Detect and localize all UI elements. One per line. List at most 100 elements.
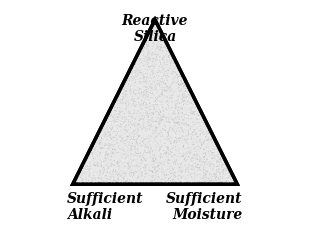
Point xyxy=(138,166,143,170)
Point xyxy=(143,167,148,171)
Point xyxy=(186,133,191,137)
Point xyxy=(152,57,157,61)
Point xyxy=(156,60,161,64)
Point xyxy=(175,159,179,162)
Point xyxy=(210,157,215,160)
Point xyxy=(136,68,141,72)
Point xyxy=(148,58,153,62)
Point xyxy=(220,165,225,169)
Point xyxy=(160,92,165,96)
Point xyxy=(130,95,135,98)
Point xyxy=(146,148,151,152)
Point xyxy=(179,162,184,166)
Point xyxy=(164,46,169,49)
Point xyxy=(115,106,120,110)
Point xyxy=(205,169,210,173)
Point xyxy=(142,57,147,60)
Point xyxy=(223,167,228,171)
Point xyxy=(190,159,195,163)
Point xyxy=(112,163,117,166)
Point xyxy=(105,177,110,181)
Point xyxy=(182,100,187,104)
Point xyxy=(212,165,217,169)
Point xyxy=(147,118,152,121)
Point xyxy=(138,57,143,61)
Point xyxy=(212,168,217,171)
Point xyxy=(178,180,183,184)
Point xyxy=(130,159,135,163)
Point xyxy=(137,77,142,80)
Point xyxy=(148,178,153,181)
Point xyxy=(180,74,185,78)
Point xyxy=(189,128,194,132)
Point xyxy=(138,102,143,106)
Point xyxy=(129,148,134,152)
Point xyxy=(176,174,181,178)
Point xyxy=(166,164,171,168)
Point xyxy=(167,59,172,63)
Point xyxy=(152,159,157,162)
Point xyxy=(192,176,197,179)
Point xyxy=(139,61,144,64)
Point xyxy=(134,177,139,181)
Point xyxy=(123,151,128,154)
Point xyxy=(175,127,180,131)
Point xyxy=(222,173,227,176)
Point xyxy=(150,119,155,123)
Point xyxy=(176,100,181,103)
Point xyxy=(170,147,175,151)
Point xyxy=(147,94,152,98)
Point xyxy=(208,131,213,135)
Point xyxy=(109,109,114,113)
Point xyxy=(160,39,165,43)
Point xyxy=(145,116,150,120)
Point xyxy=(204,153,209,157)
Point xyxy=(194,180,199,183)
Point xyxy=(166,55,171,59)
Point xyxy=(129,75,134,79)
Point xyxy=(110,169,115,173)
Point xyxy=(176,120,181,123)
Point xyxy=(93,158,98,161)
Point xyxy=(98,138,103,142)
Point xyxy=(107,165,112,169)
Point xyxy=(173,65,178,69)
Point xyxy=(194,113,199,117)
Point xyxy=(115,112,120,116)
Point xyxy=(120,106,125,110)
Point xyxy=(106,147,111,150)
Point xyxy=(169,59,174,63)
Point xyxy=(172,139,177,143)
Point xyxy=(120,138,125,141)
Point xyxy=(125,128,130,131)
Point xyxy=(226,171,231,175)
Point xyxy=(146,181,151,185)
Point xyxy=(145,144,150,148)
Point xyxy=(162,173,166,177)
Point xyxy=(195,131,200,135)
Point xyxy=(101,147,106,150)
Point xyxy=(127,178,132,182)
Point xyxy=(161,118,166,121)
Point xyxy=(188,164,193,167)
Point xyxy=(130,94,135,98)
Point xyxy=(139,159,144,163)
Point xyxy=(134,180,139,184)
Point xyxy=(186,131,191,134)
Point xyxy=(170,128,175,132)
Point xyxy=(147,151,152,155)
Point xyxy=(190,159,195,163)
Point xyxy=(159,31,164,35)
Text: Sufficient
Alkali: Sufficient Alkali xyxy=(67,192,144,222)
Point xyxy=(161,153,166,156)
Point xyxy=(190,120,195,124)
Point xyxy=(195,118,200,121)
Point xyxy=(137,84,142,88)
Point xyxy=(189,141,194,144)
Point xyxy=(119,176,124,179)
Point xyxy=(160,86,165,89)
Point xyxy=(113,173,118,177)
Point xyxy=(109,143,114,147)
Point xyxy=(154,129,159,133)
Point xyxy=(156,111,161,114)
